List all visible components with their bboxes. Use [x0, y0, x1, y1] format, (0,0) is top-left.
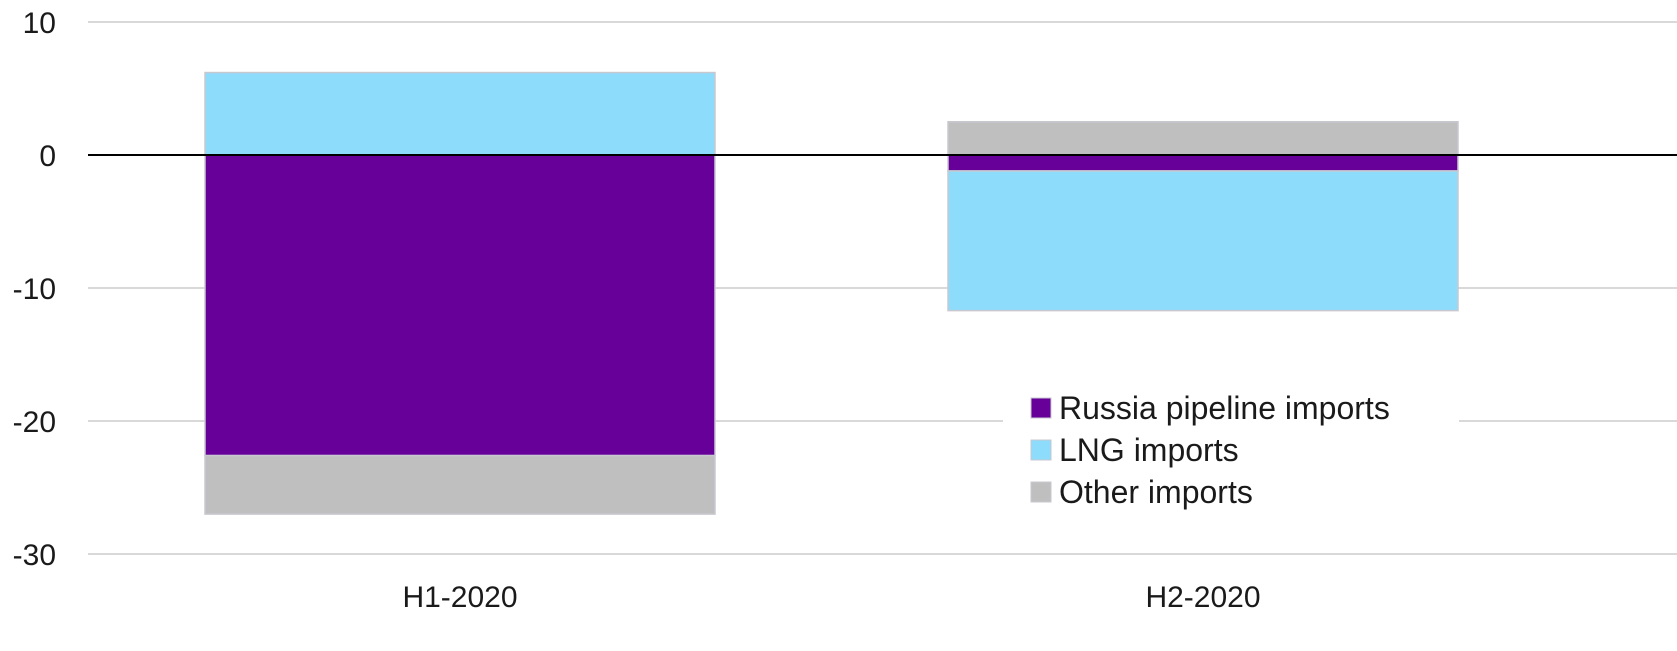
- bars: [204, 71, 1459, 515]
- legend: Russia pipeline imports LNG imports Other …: [1003, 390, 1459, 512]
- legend-swatch: [1030, 439, 1052, 461]
- y-tick-label: -30: [13, 539, 56, 572]
- bar-segment: [947, 170, 1459, 312]
- legend-swatch: [1030, 481, 1052, 503]
- legend-label: LNG imports: [1059, 432, 1239, 468]
- bar-segment: [947, 121, 1459, 156]
- x-category-label: H2-2020: [1145, 581, 1260, 614]
- legend-background: [1003, 390, 1459, 512]
- legend-swatch: [1030, 397, 1052, 419]
- bar-segment: [204, 71, 716, 156]
- y-tick-label: -10: [13, 273, 56, 306]
- y-tick-label: 10: [23, 7, 56, 40]
- x-category-label: H1-2020: [402, 581, 517, 614]
- bar-segment: [947, 154, 1459, 172]
- y-tick-label: -20: [13, 406, 56, 439]
- legend-label: Russia pipeline imports: [1059, 390, 1390, 426]
- legend-label: Other imports: [1059, 474, 1253, 510]
- bar-segment: [204, 154, 716, 457]
- x-axis-category-labels: H1-2020 H2-2020: [402, 581, 1260, 614]
- bar-segment: [204, 454, 716, 515]
- y-tick-label: 0: [39, 140, 56, 173]
- y-axis-tick-labels: 10 0 -10 -20 -30: [13, 7, 56, 572]
